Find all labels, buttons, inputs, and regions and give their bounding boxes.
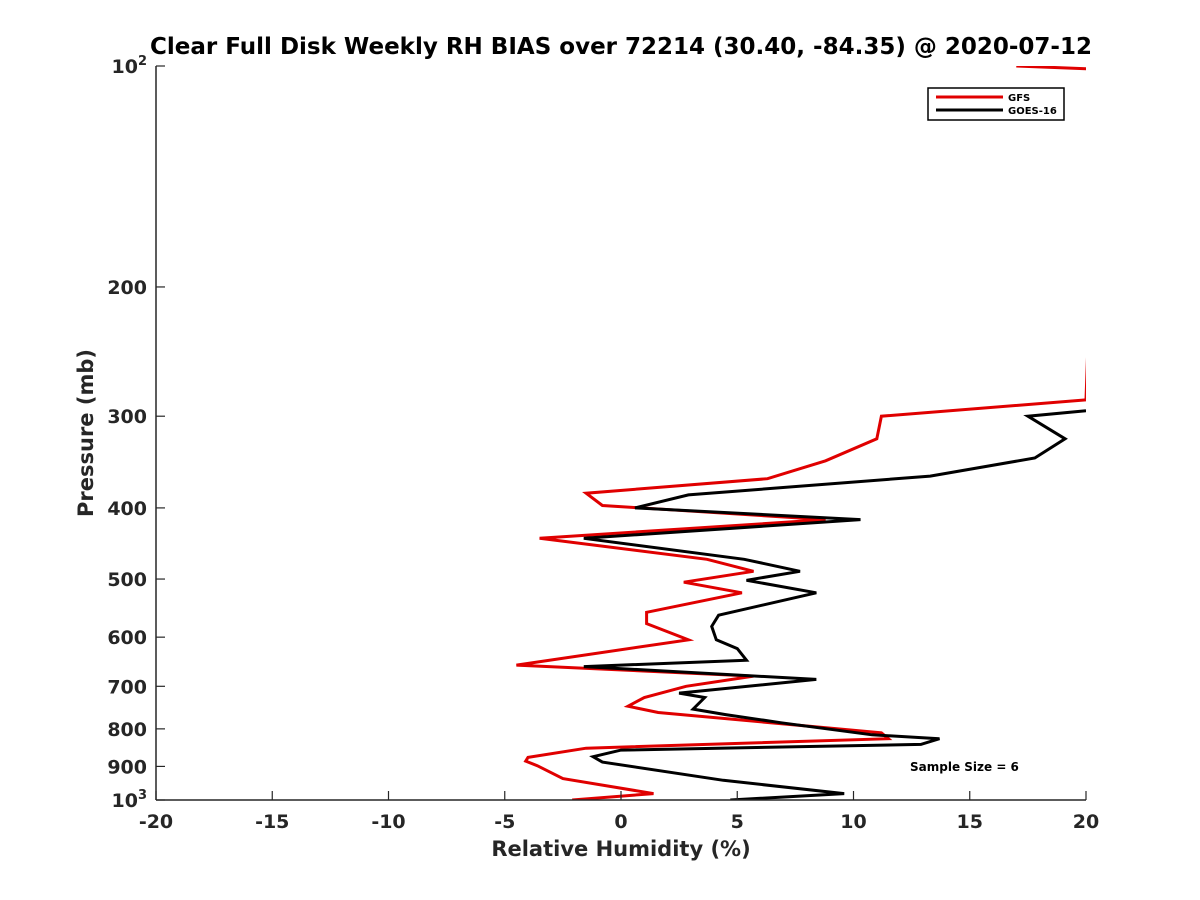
legend-label-goes16: GOES-16 [1008,106,1057,117]
y-tick-label: 600 [107,627,147,649]
x-tick-label: -5 [494,811,515,833]
x-tick-label: 10 [840,811,866,833]
x-ticks: -20 -15 -10 -5 0 5 10 15 20 [139,791,1099,833]
sample-size-annotation: Sample Size = 6 [910,760,1019,774]
y-tick-label: 102 [112,54,148,78]
x-tick-label: 0 [614,811,627,833]
x-tick-label: 15 [957,811,983,833]
y-tick-label: 200 [107,277,147,299]
y-tick-label: 700 [107,676,147,698]
chart-title: Clear Full Disk Weekly RH BIAS over 7221… [150,34,1092,60]
y-ticks: 102 200 300 400 500 600 700 800 900 103 [107,54,165,812]
x-tick-label: 20 [1073,811,1099,833]
x-tick-label: 5 [731,811,744,833]
legend-box [927,87,1065,121]
y-tick-label: 400 [107,498,147,520]
y-tick-label: 900 [107,756,147,778]
y-tick-label: 800 [107,719,147,741]
x-tick-label: -20 [139,811,173,833]
legend: GFS GOES-16 [927,87,1065,121]
x-axis-label: Relative Humidity (%) [491,837,750,861]
x-tick-label: -15 [255,811,289,833]
x-tick-label: -10 [371,811,405,833]
series-line-goes16 [583,409,1086,800]
series-layer [516,66,1086,800]
y-tick-label: 300 [107,406,147,428]
y-tick-label: 500 [107,569,147,591]
y-tick-label: 103 [112,788,148,812]
legend-label-gfs: GFS [1008,93,1030,104]
series-line-gfs [516,66,1086,800]
y-axis-label: Pressure (mb) [74,349,98,517]
